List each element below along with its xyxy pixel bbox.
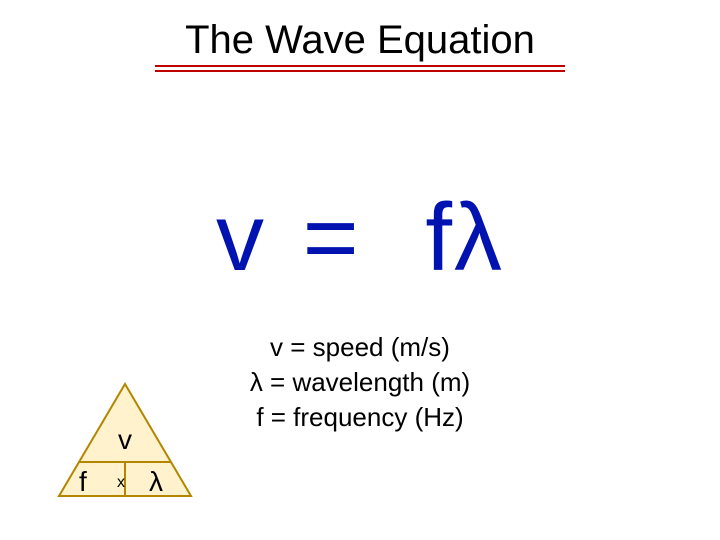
equation-rhs: fλ bbox=[397, 184, 504, 291]
title-double-underline bbox=[155, 65, 565, 73]
equation-lhs: v bbox=[216, 184, 266, 291]
underline-line-1 bbox=[155, 65, 565, 67]
equation-equals: = bbox=[295, 184, 369, 291]
legend-line-speed: v = speed (m/s) bbox=[0, 330, 720, 365]
triangle-bottom-right: λ bbox=[149, 466, 163, 498]
title-block: The Wave Equation bbox=[0, 18, 720, 73]
page-title: The Wave Equation bbox=[185, 18, 535, 65]
formula-triangle: v f x λ bbox=[55, 380, 195, 500]
triangle-operator: x bbox=[117, 474, 125, 492]
triangle-bottom-left: f bbox=[79, 466, 87, 498]
triangle-top-label: v bbox=[55, 424, 195, 456]
underline-line-2 bbox=[155, 70, 565, 72]
wave-equation: v = fλ bbox=[0, 190, 720, 286]
slide: The Wave Equation v = fλ v = speed (m/s)… bbox=[0, 0, 720, 540]
